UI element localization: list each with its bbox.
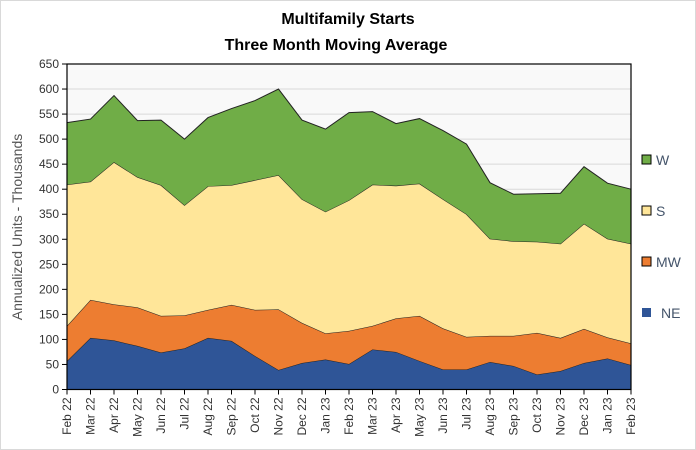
y-tick-label: 650 [39,57,59,71]
y-tick-label: 150 [39,307,59,321]
y-tick-label: 250 [39,257,59,271]
x-tick-label: Oct 22 [248,397,262,433]
legend-label: W [656,152,670,168]
y-tick-label: 0 [52,383,59,397]
x-tick-label: Apr 22 [107,397,121,433]
legend-swatch [642,308,651,317]
y-tick-label: 50 [46,357,60,371]
legend-item-mw: MW [641,254,682,270]
x-tick-label: Mar 23 [366,397,380,435]
y-tick-label: 200 [39,282,59,296]
legend-label: MW [656,254,682,270]
area-ne [67,337,631,390]
x-tick-label: Oct 23 [530,397,544,433]
x-tick-label: Sep 23 [507,397,521,435]
x-tick-label: Nov 22 [272,397,286,435]
legend-item-ne: NE [642,305,680,321]
y-tick-label: 500 [39,132,59,146]
area-mw [67,299,631,375]
x-tick-label: Feb 22 [60,397,74,435]
area-s [67,162,631,344]
y-axis-label: Annualized Units - Thousands [9,134,25,321]
x-tick-label: Feb 23 [624,397,638,435]
y-tick-label: 450 [39,157,59,171]
x-tick-label: Jan 23 [319,397,333,433]
x-tick-label: Mar 22 [84,397,98,435]
y-tick-label: 600 [39,82,59,96]
x-tick-label: Aug 22 [201,397,215,435]
legend-swatch [641,256,652,267]
legend-label: NE [661,305,680,321]
x-tick-label: Nov 23 [554,397,568,435]
chart-subtitle: Three Month Moving Average [225,37,448,54]
x-tick-label: May 23 [413,397,427,437]
legend-swatch [641,154,652,165]
x-tick-label: Jan 23 [601,397,615,433]
x-tick-label: Sep 22 [225,397,239,435]
x-tick-label: Dec 23 [577,397,591,435]
x-tick-label: Jun 22 [154,397,168,433]
y-tick-label: 400 [39,182,59,196]
y-tick-label: 350 [39,207,59,221]
legend-item-w: W [641,152,670,168]
y-tick-label: 100 [39,332,59,346]
area-edge-w [66,88,632,195]
area-w [67,89,631,244]
y-tick-label: 300 [39,232,59,246]
x-tick-label: Jun 23 [436,397,450,433]
chart-title: Multifamily Starts [281,11,414,28]
x-tick-label: Feb 23 [342,397,356,435]
x-tick-label: Dec 22 [295,397,309,435]
legend-item-s: S [641,203,665,219]
x-tick-label: Jul 23 [460,397,474,429]
x-tick-label: Apr 23 [389,397,403,433]
legend-swatch [641,205,652,216]
x-tick-label: Jul 22 [178,397,192,429]
x-tick-label: May 22 [131,397,145,437]
legend-label: S [656,203,665,219]
x-tick-label: Aug 23 [483,397,497,435]
y-tick-label: 550 [39,107,59,121]
